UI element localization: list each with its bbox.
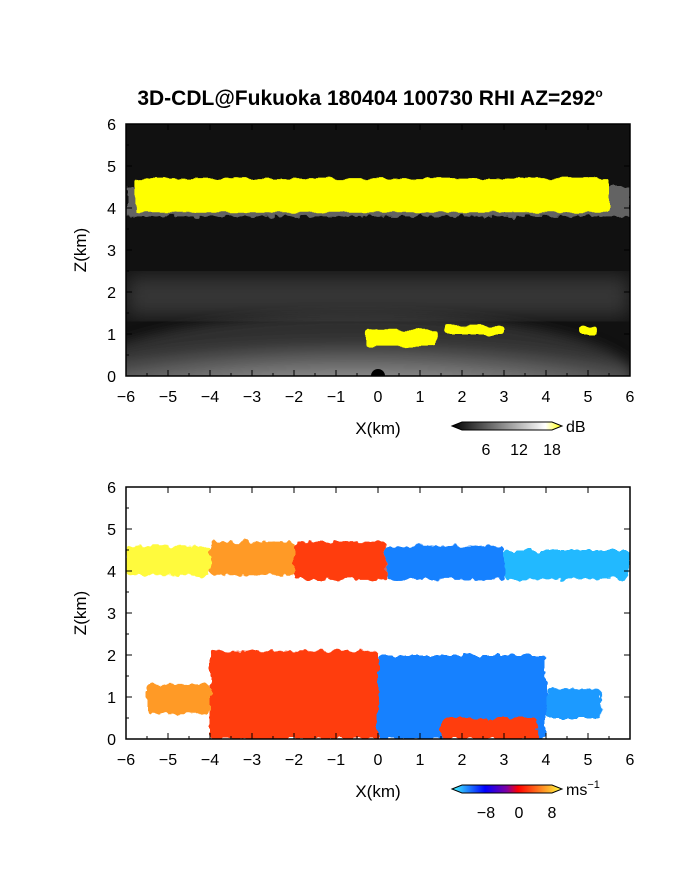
colorbar-unit: ms−1 (566, 779, 600, 799)
x-tick-label: 3 (500, 752, 509, 769)
x-tick-label: −4 (201, 752, 219, 769)
colorbar-tick-label: 0 (515, 805, 524, 822)
y-tick-label: 2 (107, 285, 116, 302)
y-tick-label: 4 (107, 201, 116, 218)
y-tick-label: 6 (107, 117, 116, 134)
y-tick-label: 2 (107, 648, 116, 665)
strong-echo-patch (445, 325, 504, 334)
y-tick-label: 3 (107, 606, 116, 623)
velocity-region (386, 545, 504, 580)
y-tick-label: 6 (107, 480, 116, 497)
x-tick-label: 3 (500, 389, 509, 406)
x-tick-label: 6 (626, 752, 635, 769)
velocity-region (504, 550, 630, 580)
velocity-colorbar (450, 784, 564, 794)
colorbar-tick-label: 18 (543, 442, 561, 459)
velocity-region (210, 650, 378, 739)
velocity-region (294, 541, 387, 580)
y-tick-label: 0 (107, 732, 116, 749)
velocity-region (147, 684, 210, 714)
x-tick-label: 5 (584, 389, 593, 406)
velocity-field (126, 541, 630, 739)
velocity-region (126, 545, 210, 576)
colorbar-tick-label: 6 (482, 442, 491, 459)
y-tick-label: 5 (107, 159, 116, 176)
x-tick-label: −1 (327, 752, 345, 769)
x-tick-label: −3 (243, 752, 261, 769)
x-tick-label: −6 (117, 752, 135, 769)
x-tick-label: 0 (374, 389, 383, 406)
x-tick-label: −2 (285, 752, 303, 769)
velocity-region (546, 688, 601, 718)
strong-echo-patch (579, 325, 597, 334)
aerosol-layer-faint (126, 275, 630, 318)
backscatter-colorbar (450, 421, 564, 431)
x-tick-label: −1 (327, 389, 345, 406)
x-tick-label: 4 (542, 752, 551, 769)
y-tick-label: 0 (107, 369, 116, 386)
x-tick-label: −2 (285, 389, 303, 406)
degree-symbol: o (595, 86, 603, 100)
x-axis-label: X(km) (355, 419, 400, 438)
colorbar-tick-label: 8 (548, 805, 557, 822)
x-tick-label: 0 (374, 752, 383, 769)
backscatter-field (126, 124, 630, 376)
velocity-panel: −6 −5 −4 −3 −2 −1 0 1 2 3 4 5 6 0 1 2 3 4 5 6 X(km) Z(km) ms−1… (71, 480, 635, 822)
colorbar-unit: dB (566, 419, 586, 436)
strong-echo-patch (134, 178, 609, 213)
x-axis-label: X(km) (355, 782, 400, 801)
x-tick-label: 1 (416, 752, 425, 769)
y-axis-label: Z(km) (71, 591, 90, 635)
x-tick-label: 1 (416, 389, 425, 406)
x-tick-label: −3 (243, 389, 261, 406)
x-tick-label: −4 (201, 389, 219, 406)
x-tick-label: 4 (542, 389, 551, 406)
y-tick-label: 3 (107, 243, 116, 260)
velocity-region (210, 541, 294, 576)
x-tick-label: 6 (626, 389, 635, 406)
chart-title-text: 3D-CDL@Fukuoka 180404 100730 RHI AZ=292 (137, 87, 596, 110)
x-tick-label: 2 (458, 389, 467, 406)
velocity-region (441, 718, 538, 739)
colorbar-tick-label: −8 (477, 805, 495, 822)
colorbar-unit-sup: −1 (587, 779, 600, 791)
x-tick-label: −6 (117, 389, 135, 406)
y-axis-label: Z(km) (71, 228, 90, 272)
y-tick-label: 1 (107, 327, 116, 344)
colorbar-tick-label: 12 (510, 442, 528, 459)
x-tick-label: −5 (159, 389, 177, 406)
x-tick-label: 5 (584, 752, 593, 769)
chart-title: 3D-CDL@Fukuoka 180404 100730 RHI AZ=292o (0, 86, 680, 111)
x-tick-label: 2 (458, 752, 467, 769)
y-tick-label: 4 (107, 564, 116, 581)
y-tick-label: 5 (107, 522, 116, 539)
y-tick-label: 1 (107, 690, 116, 707)
strong-echo-patch (365, 329, 437, 347)
x-tick-label: −5 (159, 752, 177, 769)
